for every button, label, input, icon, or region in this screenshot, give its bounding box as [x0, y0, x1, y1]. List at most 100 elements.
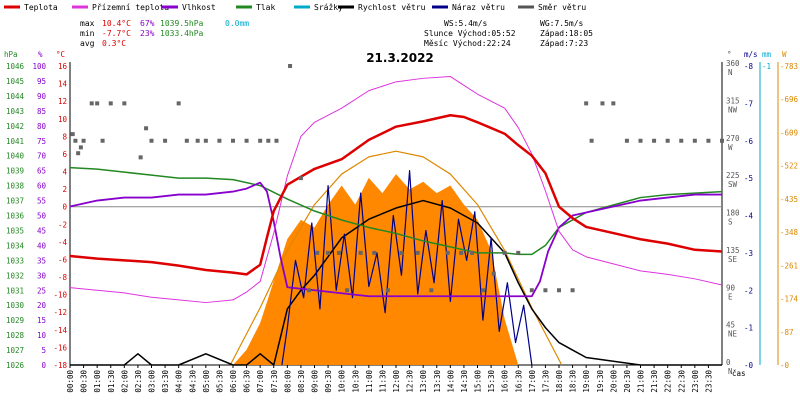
humidity-tick: 40: [37, 241, 47, 250]
x-tick-label: 12:30: [406, 370, 415, 393]
direction-tick-label: NW: [728, 105, 738, 114]
temperature-tick: 8: [62, 132, 67, 141]
legend-label: Směr větru: [538, 3, 586, 12]
wind-tick: -8: [744, 62, 754, 71]
x-tick-label: 03:00: [148, 370, 157, 393]
direction-tick: 45: [726, 321, 735, 330]
wind-direction-point: [516, 250, 521, 255]
x-tick-label: 06:30: [243, 370, 252, 393]
x-tick-label: 09:00: [311, 370, 320, 393]
wind-direction-point: [76, 151, 81, 156]
wind-direction-point: [163, 138, 168, 143]
x-tick-label: 22:30: [677, 370, 686, 393]
humidity-tick: 95: [37, 77, 46, 86]
wind-direction-point: [95, 101, 100, 106]
stat-min-hum: 23%: [140, 29, 155, 38]
legend-background: [0, 0, 800, 14]
axis-title-hpa: hPa: [4, 50, 18, 59]
astro-block: WS:5.4m/s WG:7.5m/s Slunce Východ:05:52 …: [424, 19, 593, 48]
wind-direction-point: [73, 138, 78, 143]
legend-label: Rychlost větru: [358, 3, 426, 12]
humidity-tick: 80: [37, 122, 47, 131]
temperature-tick: -6: [58, 255, 68, 264]
wind-direction-point: [149, 138, 154, 143]
pressure-tick: 1028: [6, 331, 25, 340]
humidity-tick: 60: [37, 182, 47, 191]
wind-gust-line: [281, 170, 533, 366]
wind-direction-point: [307, 288, 312, 293]
humidity-tick: 35: [37, 256, 46, 265]
humidity-tick: 5: [41, 346, 46, 355]
axis-title-wm2: W: [782, 50, 787, 59]
wind-direction-point: [81, 138, 86, 143]
pressure-tick: 1036: [6, 212, 25, 221]
solar-radiation-area: [233, 174, 519, 365]
pressure-tick: 1027: [6, 346, 24, 355]
plot-area: [69, 64, 724, 366]
wind-direction-point: [470, 250, 475, 255]
solar-tick: -261: [780, 261, 798, 270]
legend-label: Náraz větru: [452, 3, 505, 12]
direction-tick: 270: [726, 134, 740, 143]
direction-tick-label: SE: [728, 255, 738, 264]
humidity-tick: 85: [37, 107, 46, 116]
stats-block: max 10.4°C 67% 1039.5hPa 0.0mm min -7.7°…: [80, 19, 249, 48]
x-tick-label: 07:30: [270, 370, 279, 393]
x-tick-label: 14:00: [446, 370, 455, 393]
wind-tick: -3: [744, 249, 753, 258]
wind-direction-point: [429, 288, 434, 293]
temperature-tick: -4: [58, 238, 68, 247]
wind-direction-point: [184, 138, 189, 143]
x-axis-ticks: 00:00 00:30 01:00 01:30 02:00 02:30 03:00 03:30…: [66, 365, 713, 393]
humidity-line: [69, 181, 722, 298]
humidity-tick: 30: [37, 271, 47, 280]
direction-tick: 180: [726, 209, 740, 218]
x-tick-label: 16:00: [501, 370, 510, 393]
stat-avg-temp: 0.3°C: [102, 39, 126, 48]
wind-direction-point: [70, 132, 75, 137]
wind-direction-point: [372, 250, 377, 255]
axis-title-time: čas: [732, 369, 746, 378]
x-tick-label: 09:30: [324, 370, 333, 393]
wind-direction-point: [652, 138, 657, 143]
humidity-tick: 100: [32, 62, 46, 71]
wind-direction-point: [570, 288, 575, 293]
temperature-tick: 14: [58, 80, 68, 89]
pressure-tick: 1043: [6, 107, 24, 116]
humidity-tick: 0: [41, 361, 46, 370]
x-tick-label: 06:00: [229, 370, 238, 393]
wind-direction-point: [385, 288, 390, 293]
x-tick-label: 22:00: [664, 370, 673, 393]
x-tick-label: 08:30: [297, 370, 306, 393]
solar-tick: -435: [780, 195, 798, 204]
wind-direction-point: [89, 101, 94, 106]
wind-direction-point: [217, 138, 222, 143]
x-tick-label: 20:30: [623, 370, 632, 393]
wind-avg: WS:5.4m/s: [444, 19, 488, 28]
solar-tick: -696: [780, 95, 799, 104]
humidity-tick: 90: [37, 92, 47, 101]
pressure-tick: 1035: [6, 226, 24, 235]
wind-tick: -0: [744, 361, 754, 370]
temperature-tick: 2: [62, 185, 67, 194]
pressure-tick: 1046: [6, 62, 25, 71]
temperature-tick: 6: [62, 150, 67, 159]
direction-tick-label: SW: [728, 180, 738, 189]
x-tick-label: 18:00: [555, 370, 564, 393]
wind-tick: -6: [744, 137, 754, 146]
wind-direction-point: [176, 101, 181, 106]
wind-direction-point: [543, 288, 548, 293]
wind-direction-point: [298, 176, 303, 181]
axes: 1046104510441043104210411040103910381037…: [6, 59, 799, 376]
direction-tick-label: N: [728, 367, 733, 376]
solar-theoretical-line: [229, 150, 563, 366]
solar-tick: -348: [780, 228, 799, 237]
wind-tick: -7: [744, 99, 753, 108]
x-tick-label: 02:00: [120, 370, 129, 393]
moon-rise: Měsíc Východ:22:24: [424, 39, 511, 48]
wind-direction-point: [692, 138, 697, 143]
legend-label: Srážky: [314, 3, 343, 12]
x-tick-label: 01:00: [93, 370, 102, 393]
sun-set: Západ:18:05: [540, 29, 593, 38]
